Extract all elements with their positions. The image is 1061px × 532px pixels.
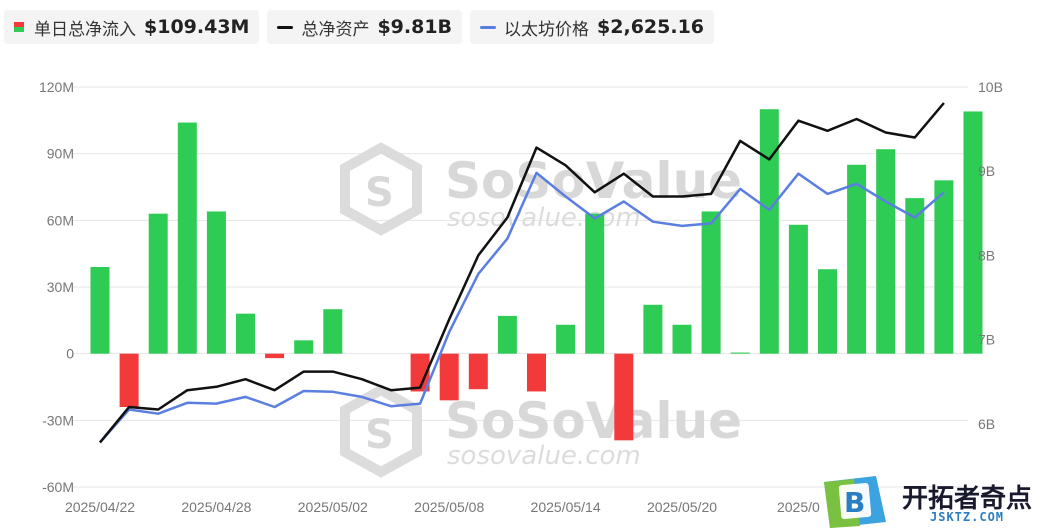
bar-mark [788, 224, 808, 354]
logo-name: 开拓者奇点 [902, 484, 1033, 514]
site-logo: B 开拓者奇点 JSKTZ.COM [820, 474, 1060, 530]
y-right-tick-label: 7B [978, 332, 995, 348]
bar-mark [119, 353, 139, 407]
bar-mark [148, 213, 168, 354]
watermark-logo-icon: S [340, 384, 422, 478]
bar-mark [439, 353, 459, 401]
bar-mark [410, 353, 430, 392]
y-left-tick-label: 60M [47, 212, 74, 228]
logo-url: JSKTZ.COM [930, 510, 1005, 524]
chart-legend: 单日总净流入 $109.43M 总净资产 $9.81B 以太坊价格 $2,625… [4, 10, 715, 44]
bar-mark [701, 211, 721, 354]
x-axis: 2025/04/22 2025/04/28 2025/05/02 2025/05/08… [65, 499, 820, 515]
bar-mark [527, 353, 546, 392]
x-tick-label: 2025/04/22 [65, 499, 135, 515]
daily-net-inflow-bars [90, 109, 983, 441]
x-tick-label: 2025/05/20 [647, 499, 717, 515]
svg-text:S: S [365, 412, 394, 458]
legend-value: $2,625.16 [597, 16, 705, 38]
watermarks: S SoSoValue sosovalue.com S SoSoValue so… [340, 142, 742, 478]
bar-mark [177, 122, 197, 354]
bar-mark [206, 211, 226, 354]
bar-mark [934, 180, 954, 354]
bar-mark [876, 149, 896, 354]
x-tick-label: 2025/05/14 [531, 499, 601, 515]
watermark-logo-icon: S [340, 142, 422, 236]
watermark-brand: SoSoValue [445, 152, 742, 210]
legend-item-daily-net-inflow[interactable]: 单日总净流入 $109.43M [4, 10, 260, 44]
y-right-tick-label: 6B [978, 416, 995, 432]
y-left-tick-label: -60M [42, 479, 74, 495]
bar-mark [468, 353, 488, 390]
x-tick-label: 2025/0 [777, 499, 820, 515]
bar-mark [905, 198, 925, 354]
bar-mark [236, 313, 255, 354]
legend-item-eth-price[interactable]: 以太坊价格 $2,625.16 [470, 10, 715, 44]
y-axis-right: 10B 9B 8B 7B 6B [978, 79, 1003, 432]
bar-mark [614, 353, 634, 441]
bar-mark [585, 213, 605, 354]
x-tick-label: 2025/05/02 [298, 499, 368, 515]
bar-mark [90, 267, 110, 354]
svg-text:S: S [365, 170, 394, 216]
watermark-url: sosovalue.com [447, 203, 641, 233]
y-right-tick-label: 8B [978, 247, 995, 263]
y-right-tick-label: 10B [978, 79, 1003, 95]
legend-value: $9.81B [377, 16, 453, 38]
bar-mark [265, 353, 285, 359]
bar-swatch-icon [14, 22, 24, 32]
line-swatch-icon [480, 25, 497, 29]
bar-mark [730, 352, 750, 354]
bar-mark [672, 324, 692, 354]
y-left-tick-label: 120M [39, 79, 74, 95]
bar-mark [818, 269, 837, 354]
watermark-url: sosovalue.com [447, 441, 641, 471]
series-lines [99, 102, 945, 444]
total-net-assets-line [99, 102, 945, 444]
x-tick-label: 2025/04/28 [181, 499, 251, 515]
watermark-brand: SoSoValue [445, 392, 742, 450]
legend-value: $109.43M [144, 16, 250, 38]
legend-label: 以太坊价格 [504, 19, 590, 40]
bar-mark [556, 324, 576, 354]
y-left-tick-label: 30M [47, 279, 74, 295]
y-axis-left: 120M 90M 60M 30M 0 -30M -60M [39, 79, 74, 495]
y-left-tick-label: -30M [42, 412, 74, 428]
y-left-tick-label: 90M [47, 146, 74, 162]
eth-price-line [99, 171, 945, 444]
y-left-tick-label: 0 [66, 346, 74, 362]
logo-b-icon: B [824, 476, 886, 528]
bar-mark [497, 315, 517, 354]
bar-mark [294, 340, 314, 354]
y-right-tick-label: 9B [978, 163, 995, 179]
bar-mark [643, 304, 663, 354]
bar-mark [963, 111, 983, 354]
bar-mark [759, 109, 779, 354]
legend-label: 单日总净流入 [34, 19, 136, 40]
logo-letter: B [844, 486, 865, 519]
x-tick-label: 2025/05/08 [414, 499, 484, 515]
bar-mark [847, 164, 867, 354]
line-swatch-icon [277, 25, 294, 29]
legend-label: 总净资产 [301, 19, 370, 40]
bar-mark [323, 309, 343, 354]
legend-item-total-net-assets[interactable]: 总净资产 $9.81B [267, 10, 463, 44]
